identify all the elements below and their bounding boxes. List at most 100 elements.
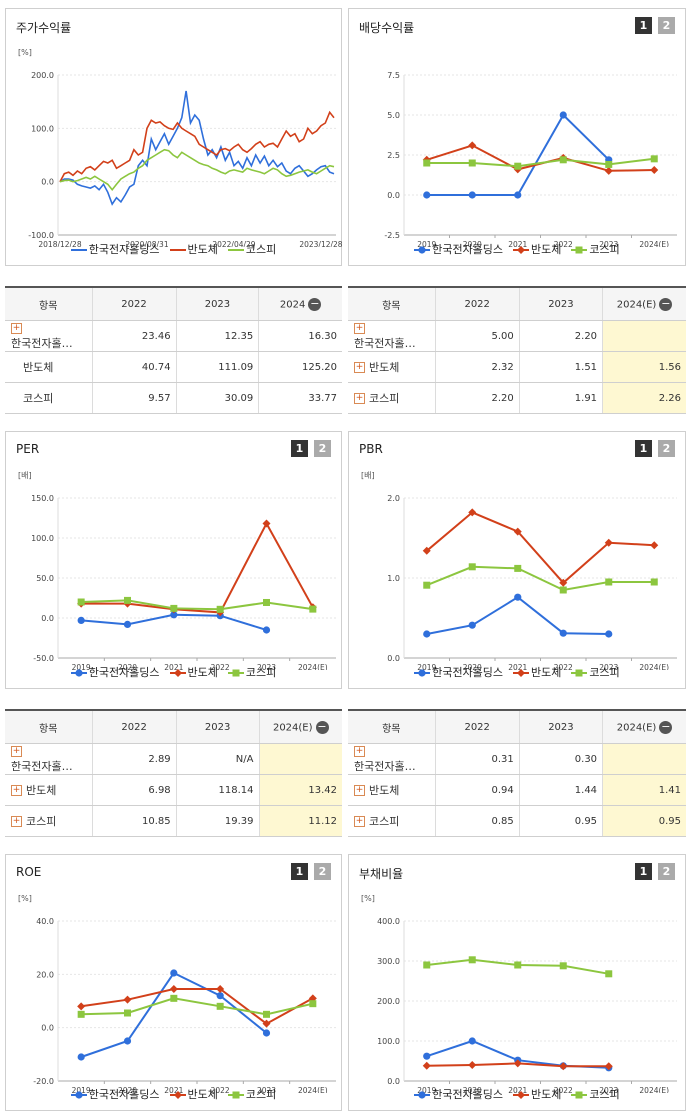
x-tick-label: 2024(E): [639, 240, 669, 247]
view-2-button[interactable]: 2: [314, 440, 331, 457]
view-1-button[interactable]: 1: [291, 440, 308, 457]
legend-item-semi[interactable]: 반도체: [169, 664, 218, 680]
x-tick-label: 2023: [599, 240, 618, 247]
expand-icon[interactable]: +: [354, 746, 365, 757]
data-point-semi: [559, 578, 568, 587]
legend-label: 코스피: [245, 243, 277, 256]
row-label[interactable]: + 반도체: [348, 774, 436, 806]
chart-legend: 한국전자홀딩스 반도체 코스피: [6, 664, 341, 680]
view-toggle: 1 2: [635, 863, 675, 880]
view-1-button[interactable]: 1: [635, 863, 652, 880]
data-point-kospi: [423, 581, 431, 589]
panel-title: 배당수익률: [359, 21, 415, 35]
table-cell: 1.51: [518, 351, 603, 383]
row-label: 반도체: [5, 351, 92, 383]
table-cell: 19.39: [175, 805, 259, 837]
table-cell: 23.46: [91, 320, 177, 352]
legend-swatch: [513, 669, 530, 677]
row-label[interactable]: +한국전자홀딩스: [5, 320, 92, 352]
legend-item-kospi[interactable]: 코스피: [227, 664, 276, 680]
x-tick-label: 2019: [417, 663, 436, 670]
view-1-button[interactable]: 1: [291, 863, 308, 880]
expand-icon[interactable]: +: [354, 323, 365, 334]
column-header: 항목: [348, 286, 436, 321]
legend-swatch: [227, 249, 244, 251]
row-label[interactable]: + 코스피: [348, 382, 436, 414]
row-label[interactable]: + 코스피: [348, 805, 436, 837]
y-tick-label: 100.0: [377, 1037, 400, 1046]
row-label[interactable]: +한국전자홀딩스: [348, 743, 436, 775]
legend-item-kospi[interactable]: 코스피: [571, 1086, 620, 1102]
row-label[interactable]: + 코스피: [5, 805, 93, 837]
expand-icon[interactable]: +: [354, 361, 365, 373]
expand-icon[interactable]: +: [354, 392, 365, 404]
legend-item-semi[interactable]: 반도체: [169, 241, 218, 257]
view-2-button[interactable]: 2: [658, 440, 675, 457]
legend-item-kospi[interactable]: 코스피: [227, 241, 277, 257]
legend-label: 한국전자홀딩스: [88, 243, 160, 256]
view-toggle: 1 2: [635, 440, 675, 457]
collapse-icon[interactable]: −: [308, 296, 322, 311]
table-cell: 12.35: [175, 320, 259, 352]
data-point-semi: [650, 166, 659, 175]
legend-label: 코스피: [589, 666, 620, 679]
legend-item-kospi[interactable]: 코스피: [571, 664, 620, 680]
stock-return-table: 항목 2022 2023 2024− +한국전자홀딩스 23.46 12.35 16.30 반도…: [5, 286, 342, 414]
data-point-semi: [422, 546, 431, 555]
legend-marker: [517, 1091, 526, 1099]
data-point-kospi: [559, 586, 567, 594]
table-cell: 1.41: [602, 774, 686, 806]
data-point-semi: [604, 1062, 613, 1071]
y-tick-label: 0.0: [387, 654, 400, 663]
collapse-icon[interactable]: −: [659, 719, 673, 734]
legend-item-semi[interactable]: 반도체: [169, 1086, 218, 1102]
legend-item-semi[interactable]: 반도체: [513, 241, 561, 257]
data-point-company: [262, 1029, 271, 1037]
data-point-semi: [468, 141, 477, 150]
data-point-company: [170, 611, 178, 619]
row-label[interactable]: + 반도체: [348, 351, 436, 383]
expand-icon[interactable]: +: [11, 746, 22, 757]
view-2-button[interactable]: 2: [314, 863, 331, 880]
legend-item-kospi[interactable]: 코스피: [571, 241, 620, 257]
column-header: 2024(E) −: [602, 709, 686, 744]
data-point-company: [216, 992, 224, 1000]
legend-item-kospi[interactable]: 코스피: [227, 1086, 276, 1102]
expand-icon[interactable]: +: [11, 323, 22, 334]
table-cell: 16.30: [258, 320, 342, 352]
legend-label: 반도체: [531, 1088, 562, 1101]
legend-item-semi[interactable]: 반도체: [513, 664, 561, 680]
x-tick-label: 2022: [211, 663, 230, 670]
expand-icon[interactable]: +: [11, 784, 22, 796]
expand-icon[interactable]: +: [354, 784, 365, 796]
y-tick-label: -100.0: [28, 231, 54, 240]
legend-item-semi[interactable]: 반도체: [513, 1086, 561, 1102]
legend-item-company[interactable]: 한국전자홀딩스: [414, 1086, 503, 1102]
data-point-company: [170, 969, 178, 977]
legend-marker: [575, 669, 583, 677]
legend-label: 반도체: [187, 1088, 218, 1101]
row-label[interactable]: +한국전자홀딩스: [5, 743, 93, 775]
view-2-button[interactable]: 2: [658, 17, 675, 34]
collapse-icon[interactable]: −: [315, 719, 329, 734]
dividend-table: 항목 2022 2023 2024(E) − +한국전자홀딩스 5.00 2.20 + 반도체 2.…: [348, 286, 686, 414]
collapse-icon[interactable]: −: [659, 296, 673, 311]
table-cell: 2.20: [434, 382, 520, 414]
data-point-company: [559, 111, 567, 119]
legend-item-company[interactable]: 한국전자홀딩스: [70, 664, 160, 680]
legend-item-company[interactable]: 한국전자홀딩스: [70, 241, 160, 257]
x-tick-label: 2021: [508, 240, 527, 247]
view-2-button[interactable]: 2: [658, 863, 675, 880]
row-label[interactable]: + 반도체: [5, 774, 93, 806]
data-point-semi: [169, 985, 178, 993]
legend-item-company[interactable]: 한국전자홀딩스: [414, 241, 503, 257]
legend-item-company[interactable]: 한국전자홀딩스: [70, 1086, 160, 1102]
view-1-button[interactable]: 1: [635, 440, 652, 457]
expand-icon[interactable]: +: [11, 815, 22, 827]
row-label[interactable]: +한국전자홀딩스: [348, 320, 436, 352]
table-cell: 0.95: [602, 805, 686, 837]
legend-item-company[interactable]: 한국전자홀딩스: [414, 664, 503, 680]
y-tick-label: 5.0: [387, 111, 400, 120]
view-1-button[interactable]: 1: [635, 17, 652, 34]
expand-icon[interactable]: +: [354, 815, 365, 827]
